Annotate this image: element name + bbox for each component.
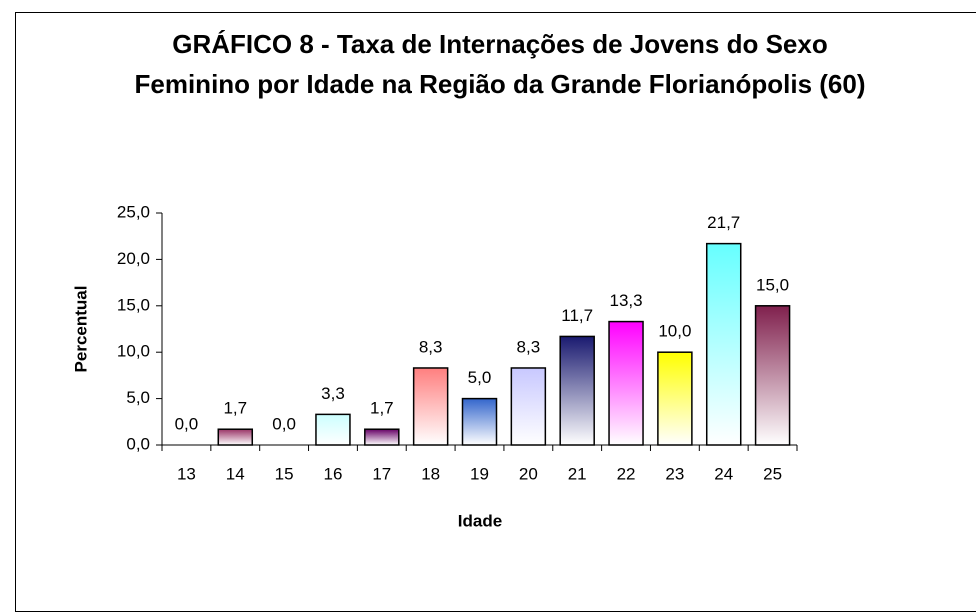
page: GRÁFICO 8 - Taxa de Internações de Joven… [15,12,976,612]
x-tick-label: 19 [470,464,489,483]
y-tick-label: 10,0 [117,342,150,361]
data-label: 1,7 [370,399,394,418]
x-tick-label: 20 [519,464,538,483]
x-tick-label: 24 [714,464,733,483]
data-label: 8,3 [419,337,443,356]
data-label: 3,3 [321,384,345,403]
x-tick-label: 15 [275,464,294,483]
bar [705,242,742,446]
y-tick-label: 25,0 [117,202,150,221]
data-label: 13,3 [609,291,642,310]
x-tick-label: 14 [226,464,245,483]
data-label: 0,0 [272,414,296,433]
x-tick-label: 21 [568,464,587,483]
data-label: 10,0 [658,322,691,341]
x-axis-label: Idade [458,511,502,530]
data-label: 1,7 [223,399,247,418]
chart: Percentual Idade 0,0 5,0 10,0 15,0 20,0 25,0 1… [71,202,798,530]
bar [461,397,498,446]
data-label: 15,0 [756,275,789,294]
x-tick-label: 17 [372,464,391,483]
bar [608,320,644,446]
data-label: 8,3 [517,337,541,356]
y-tick-label: 5,0 [126,388,150,407]
x-tick-label: 25 [763,464,782,483]
x-tick-label: 13 [177,464,196,483]
bar [315,413,351,446]
x-tick-label: 16 [324,464,343,483]
data-label: 0,0 [175,414,199,433]
data-label: 21,7 [707,213,740,232]
y-tick-label: 0,0 [126,434,150,453]
x-tick-label: 18 [421,464,440,483]
chart-title: GRÁFICO 8 - Taxa de Internações de Joven… [134,29,866,99]
bar [364,428,400,446]
data-label: 5,0 [468,368,492,387]
y-tick-label: 15,0 [117,295,150,314]
bar [559,335,595,446]
y-axis-label: Percentual [71,286,90,373]
data-label: 11,7 [561,306,593,325]
bar [217,428,254,446]
bar [754,305,791,446]
x-tick-label: 22 [617,464,636,483]
x-tick-label: 23 [665,464,684,483]
y-tick-label: 20,0 [117,249,150,268]
bar [657,351,693,446]
bar [412,367,449,446]
bar [510,367,547,446]
